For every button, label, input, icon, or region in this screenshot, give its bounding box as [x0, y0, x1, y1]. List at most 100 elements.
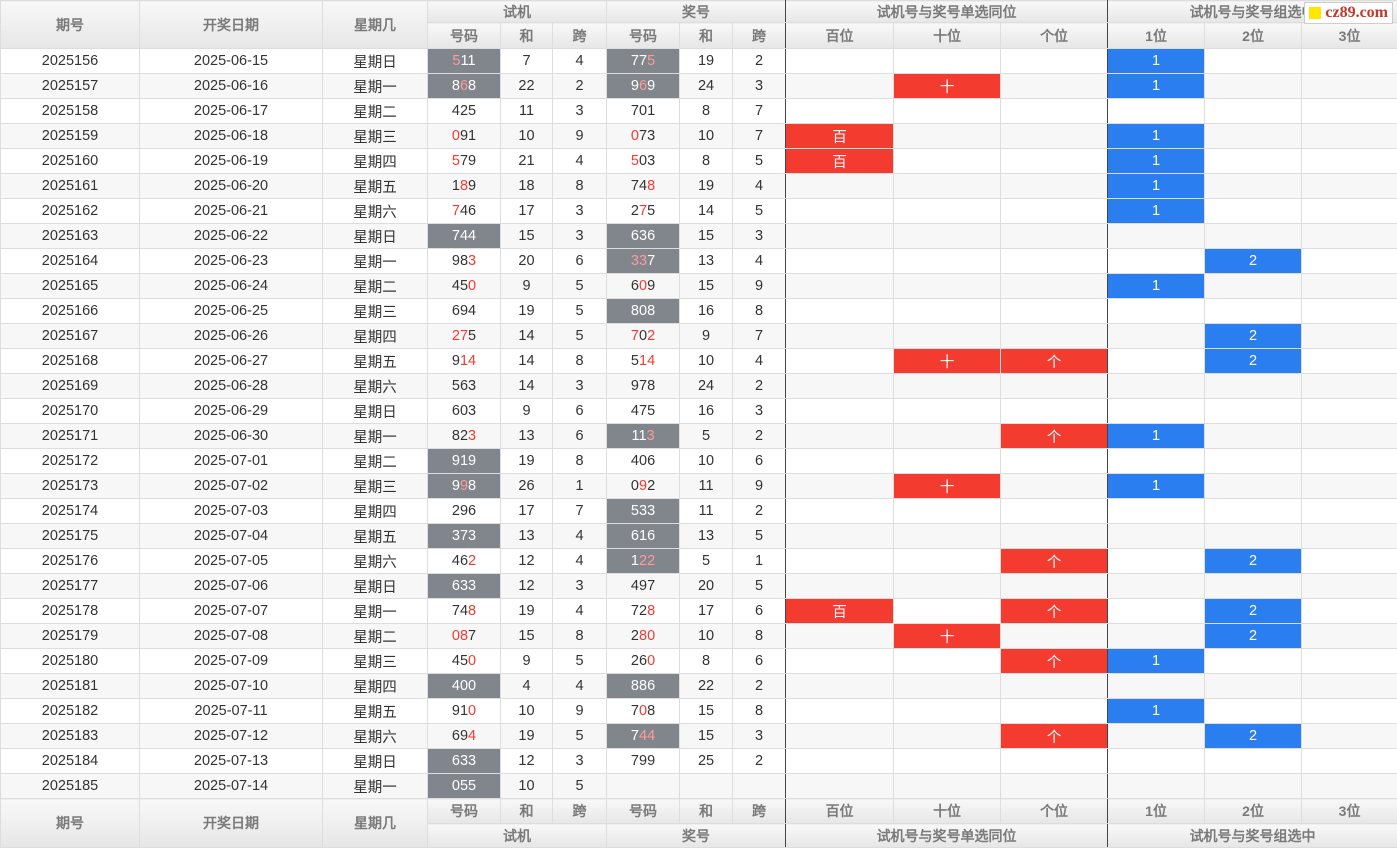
col-units[interactable]: 个位	[1001, 23, 1108, 49]
site-watermark[interactable]: cz89.com	[1304, 2, 1393, 24]
single-hundreds-cell	[786, 549, 894, 574]
col-trial-span[interactable]: 跨	[553, 23, 607, 49]
weekday-cell: 星期一	[323, 74, 428, 99]
digit: 1	[460, 703, 468, 719]
digit: 9	[452, 353, 460, 369]
col-combo-3[interactable]: 3位	[1302, 23, 1397, 49]
col-draw-span[interactable]: 跨	[733, 23, 786, 49]
combo-2-cell	[1205, 774, 1302, 799]
period-cell: 2025176	[1, 549, 140, 574]
trial-sum-cell: 20	[501, 249, 553, 274]
col-tens[interactable]: 十位	[894, 23, 1001, 49]
digit: 5	[647, 53, 655, 69]
draw-code-cell: 708	[607, 699, 680, 724]
col-draw-sum[interactable]: 和	[680, 23, 733, 49]
digit: 0	[452, 778, 460, 794]
col-weekday[interactable]: 星期几	[323, 1, 428, 49]
combo-3-cell	[1302, 549, 1397, 574]
single-tens-cell	[894, 449, 1001, 474]
combo-2-cell	[1205, 449, 1302, 474]
group-trial: 试机	[428, 1, 607, 23]
col-draw-code[interactable]: 号码	[607, 23, 680, 49]
digit: 1	[468, 128, 476, 144]
foot-group-single: 试机号与奖号单选同位	[786, 824, 1108, 848]
col-trial-sum[interactable]: 和	[501, 23, 553, 49]
digit: 6	[460, 553, 468, 569]
col-period[interactable]: 期号	[1, 1, 140, 49]
digit: 3	[639, 503, 647, 519]
draw-sum-cell: 24	[680, 74, 733, 99]
digit: 7	[460, 328, 468, 344]
combo-2-cell	[1205, 374, 1302, 399]
digit: 3	[468, 253, 476, 269]
single-units-cell	[1001, 449, 1108, 474]
col-hundreds[interactable]: 百位	[786, 23, 894, 49]
date-cell: 2025-06-26	[140, 324, 323, 349]
digit: 4	[452, 553, 460, 569]
weekday-cell: 星期二	[323, 99, 428, 124]
trial-span-cell: 6	[553, 249, 607, 274]
draw-span-cell: 8	[733, 299, 786, 324]
single-tens-cell: 十	[894, 624, 1001, 649]
digit: 6	[452, 728, 460, 744]
trial-code-cell: 450	[428, 274, 501, 299]
digit: 4	[460, 203, 468, 219]
draw-span-cell: 9	[733, 274, 786, 299]
col-combo-1[interactable]: 1位	[1108, 23, 1205, 49]
col-combo-2[interactable]: 2位	[1205, 23, 1302, 49]
date-cell: 2025-06-22	[140, 224, 323, 249]
col-trial-code[interactable]: 号码	[428, 23, 501, 49]
digit: 3	[647, 153, 655, 169]
digit: 4	[631, 403, 639, 419]
weekday-cell: 星期六	[323, 374, 428, 399]
trial-code-cell: 425	[428, 99, 501, 124]
trial-code-cell: 694	[428, 724, 501, 749]
draw-sum-cell: 16	[680, 399, 733, 424]
draw-code-cell: 092	[607, 474, 680, 499]
digit: 7	[639, 53, 647, 69]
trial-code-cell: 462	[428, 549, 501, 574]
single-tens-cell	[894, 599, 1001, 624]
digit: 8	[452, 78, 460, 94]
period-cell: 2025167	[1, 324, 140, 349]
draw-span-cell: 1	[733, 549, 786, 574]
col-date[interactable]: 开奖日期	[140, 1, 323, 49]
digit: 0	[468, 278, 476, 294]
single-units-cell	[1001, 74, 1108, 99]
digit: 9	[468, 453, 476, 469]
trial-sum-cell: 19	[501, 724, 553, 749]
trial-span-cell: 3	[553, 199, 607, 224]
digit: 4	[468, 353, 476, 369]
trial-span-cell: 4	[553, 524, 607, 549]
